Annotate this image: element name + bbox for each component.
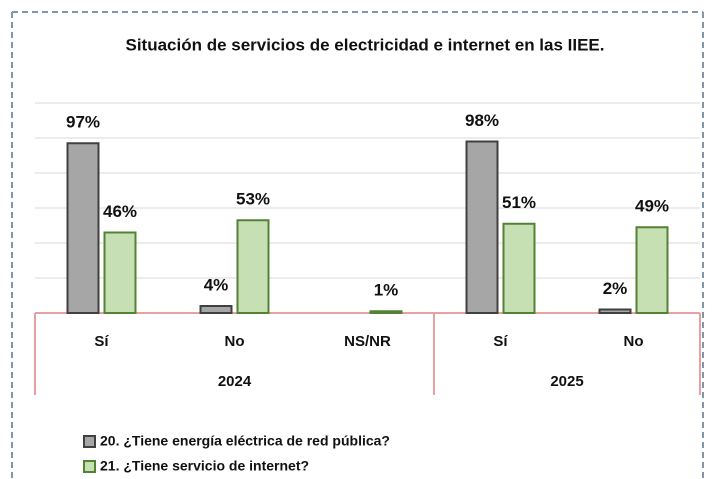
value-label: 51% <box>502 193 536 212</box>
value-label: 46% <box>103 202 137 221</box>
value-label: 2% <box>603 279 628 298</box>
x-tick-label: No <box>225 333 245 350</box>
x-tick-label: Sí <box>94 333 109 350</box>
legend-swatch <box>83 460 96 473</box>
value-label: 53% <box>236 190 270 209</box>
bar <box>199 305 233 314</box>
chart-title: Situación de servicios de electricidad e… <box>125 35 604 54</box>
legend-label: 20. ¿Tiene energía eléctrica de red públ… <box>100 433 390 449</box>
x-tick-label: NS/NR <box>344 333 391 350</box>
bar <box>465 140 499 314</box>
x-tick-label: Sí <box>493 333 508 350</box>
bar <box>66 142 100 314</box>
bar <box>236 219 270 314</box>
group-label: 2025 <box>550 373 583 390</box>
value-label: 4% <box>204 275 229 294</box>
bar <box>598 308 632 314</box>
legend-label: 21. ¿Tiene servicio de internet? <box>100 458 309 474</box>
legend-swatch <box>83 435 96 448</box>
bar <box>502 222 536 314</box>
value-label: 49% <box>635 197 669 216</box>
bar <box>103 231 137 314</box>
value-label: 1% <box>374 281 399 300</box>
value-label: 98% <box>465 111 499 130</box>
bar <box>369 310 403 314</box>
bar <box>635 226 669 314</box>
value-label: 97% <box>66 113 100 132</box>
group-label: 2024 <box>218 373 252 390</box>
x-tick-label: No <box>624 333 644 350</box>
frame <box>11 11 704 479</box>
